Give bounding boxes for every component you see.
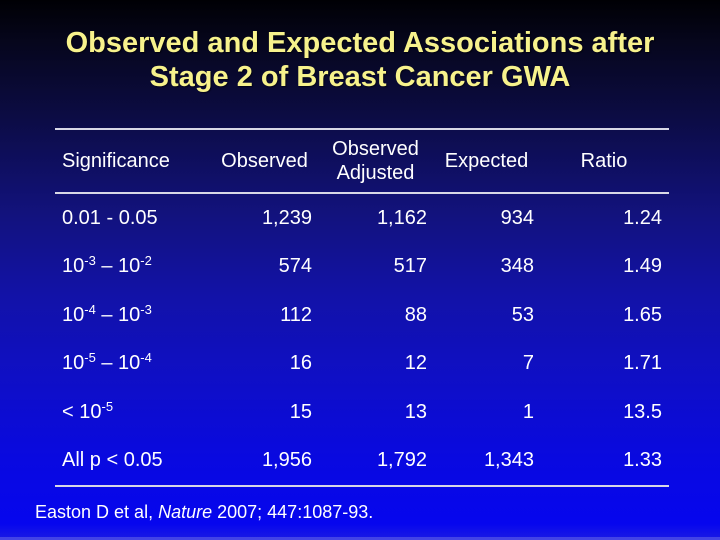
table-row: 10-3 – 10-2 574 517 348 1.49 [55,243,669,292]
cell-significance: 10-3 – 10-2 [55,243,212,292]
cell-observed-adjusted: 1,162 [376,206,427,229]
cell-expected: 7 [522,352,534,375]
cell-observed-adjusted: 88 [404,303,427,326]
column-header-observed: Observed [212,128,317,194]
table-row: 10-5 – 10-4 16 12 7 1.71 [55,340,669,389]
column-header-label: Expected [444,150,529,172]
cell-ratio: 13.5 [623,400,662,423]
table-row: 10-4 – 10-3 112 88 53 1.65 [55,291,669,340]
cell-expected: 1,343 [434,436,539,487]
superscript-exponent: -5 [84,350,96,366]
cell-ratio: 1.49 [623,255,662,278]
slide-title: Observed and Expected Associations after… [0,26,720,94]
superscript-exponent: -5 [101,398,114,414]
table-row: 0.01 - 0.05 1,239 1,162 934 1.24 [55,193,669,243]
superscript-exponent: -3 [84,253,96,269]
significance-text: – 10 [95,352,141,375]
cell-expected: 348 [500,255,534,278]
column-header-ratio: Ratio [539,128,669,194]
column-header-label: Observed [332,138,419,160]
cell-significance: < 10-5 [55,388,212,437]
significance-text: 0.01 - 0.05 [62,206,158,229]
column-header-label-line2: Adjusted [336,162,415,184]
significance-text: < 10 [62,400,102,423]
cell-observed-adjusted: 1,792 [317,436,434,487]
column-header-expected: Expected [434,128,539,194]
cell-observed: 112 [280,303,312,326]
cell-significance: 10-4 – 10-3 [55,291,212,340]
table-row: All p < 0.05 1,956 1,792 1,343 1.33 [55,436,669,487]
column-header-label: Observed [221,150,308,172]
table-header-row: Significance Observed Observed Adjusted … [55,128,669,194]
superscript-exponent: -2 [140,253,152,269]
cell-observed-adjusted: 12 [404,352,427,375]
superscript-exponent: -4 [84,301,96,317]
cell-expected: 1 [522,400,534,423]
significance-text: – 10 [95,303,141,326]
significance-text: 10 [62,255,85,278]
associations-table: Significance Observed Observed Adjusted … [55,128,669,487]
column-header-label: Significance [62,150,170,172]
table-row: < 10-5 15 13 1 13.5 [55,388,669,437]
cell-significance: 0.01 - 0.05 [55,193,212,243]
cell-ratio: 1.65 [623,303,662,326]
cell-significance: All p < 0.05 [55,436,212,487]
significance-text: 10 [62,303,85,326]
cell-ratio: 1.71 [623,352,662,375]
significance-text: – 10 [95,255,141,278]
cell-observed-adjusted: 13 [404,400,427,423]
significance-text: 10 [62,352,85,375]
cell-observed-adjusted: 517 [393,255,427,278]
column-header-label: Ratio [580,150,628,172]
superscript-exponent: -3 [140,301,152,317]
cell-ratio: 1.33 [539,436,669,487]
superscript-exponent: -4 [140,350,152,366]
citation-journal: Nature [158,502,213,522]
cell-observed: 16 [289,352,312,375]
cell-expected: 934 [500,206,534,229]
cell-observed: 1,956 [212,436,317,487]
significance-text: All p < 0.05 [62,449,163,472]
cell-observed: 1,239 [261,206,312,229]
slide-title-line2: Stage 2 of Breast Cancer GWA [149,61,571,93]
citation-suffix: 2007; 447:1087-93. [212,502,374,522]
cell-significance: 10-5 – 10-4 [55,340,212,389]
cell-observed: 15 [289,400,312,423]
column-header-observed-adjusted: Observed Adjusted [317,128,434,194]
column-header-significance: Significance [55,128,212,194]
citation-prefix: Easton D et al, [35,502,159,522]
slide-title-line1: Observed and Expected Associations after [65,27,655,59]
cell-observed: 574 [278,255,312,278]
slide-bottom-edge-highlight [0,537,720,540]
cell-ratio: 1.24 [623,206,662,229]
citation: Easton D et al, Nature 2007; 447:1087-93… [35,502,373,523]
cell-expected: 53 [511,303,534,326]
